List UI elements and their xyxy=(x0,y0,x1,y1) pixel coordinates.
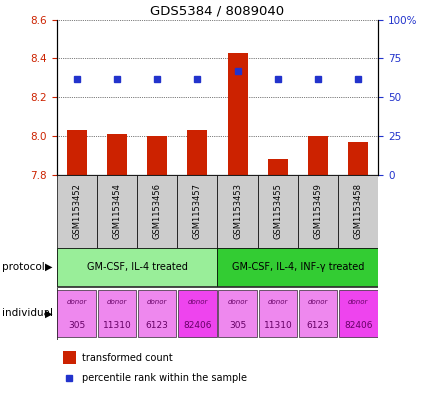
Bar xyxy=(107,134,127,175)
Bar xyxy=(138,290,176,337)
Text: ▶: ▶ xyxy=(45,262,52,272)
Bar xyxy=(338,175,378,248)
Text: 82406: 82406 xyxy=(183,321,211,330)
Text: donor: donor xyxy=(347,299,368,305)
Text: 305: 305 xyxy=(228,321,246,330)
Text: protocol: protocol xyxy=(2,262,45,272)
Text: GSM1153457: GSM1153457 xyxy=(192,183,201,239)
Bar xyxy=(147,136,167,175)
Bar xyxy=(137,175,177,248)
Text: GM-CSF, IL-4, INF-γ treated: GM-CSF, IL-4, INF-γ treated xyxy=(231,262,363,272)
Bar xyxy=(227,53,247,175)
Text: ▶: ▶ xyxy=(45,309,52,318)
Bar xyxy=(257,175,297,248)
Text: donor: donor xyxy=(187,299,207,305)
Bar xyxy=(178,290,216,337)
Text: 11310: 11310 xyxy=(263,321,292,330)
Bar xyxy=(298,290,337,337)
Bar xyxy=(217,248,378,286)
Text: GM-CSF, IL-4 treated: GM-CSF, IL-4 treated xyxy=(86,262,187,272)
Bar xyxy=(66,130,86,175)
Text: 82406: 82406 xyxy=(343,321,372,330)
Text: 6123: 6123 xyxy=(145,321,168,330)
Bar xyxy=(297,175,338,248)
Title: GDS5384 / 8089040: GDS5384 / 8089040 xyxy=(150,4,284,17)
Bar xyxy=(338,290,377,337)
Bar xyxy=(56,175,97,248)
Bar xyxy=(177,175,217,248)
Text: GSM1153458: GSM1153458 xyxy=(353,183,362,239)
Bar xyxy=(267,159,287,175)
Bar xyxy=(97,290,136,337)
Text: GSM1153456: GSM1153456 xyxy=(152,183,161,239)
Text: GSM1153452: GSM1153452 xyxy=(72,183,81,239)
Text: individual: individual xyxy=(2,309,53,318)
Text: transformed count: transformed count xyxy=(82,353,173,362)
Bar xyxy=(56,248,217,286)
Bar xyxy=(187,130,207,175)
Text: donor: donor xyxy=(106,299,127,305)
Text: GSM1153453: GSM1153453 xyxy=(233,183,242,239)
Text: donor: donor xyxy=(267,299,287,305)
Text: donor: donor xyxy=(147,299,167,305)
Bar xyxy=(258,290,296,337)
Text: GSM1153459: GSM1153459 xyxy=(313,183,322,239)
Text: 11310: 11310 xyxy=(102,321,131,330)
Text: GSM1153455: GSM1153455 xyxy=(273,183,282,239)
Bar xyxy=(217,175,257,248)
Text: percentile rank within the sample: percentile rank within the sample xyxy=(82,373,247,383)
Bar xyxy=(348,142,368,175)
Text: 305: 305 xyxy=(68,321,85,330)
Bar xyxy=(63,351,76,364)
Bar xyxy=(57,290,96,337)
Text: 6123: 6123 xyxy=(306,321,329,330)
Bar xyxy=(96,175,137,248)
Bar xyxy=(307,136,327,175)
Text: donor: donor xyxy=(227,299,247,305)
Text: donor: donor xyxy=(307,299,328,305)
Text: GSM1153454: GSM1153454 xyxy=(112,183,121,239)
Text: donor: donor xyxy=(66,299,87,305)
Bar xyxy=(218,290,256,337)
